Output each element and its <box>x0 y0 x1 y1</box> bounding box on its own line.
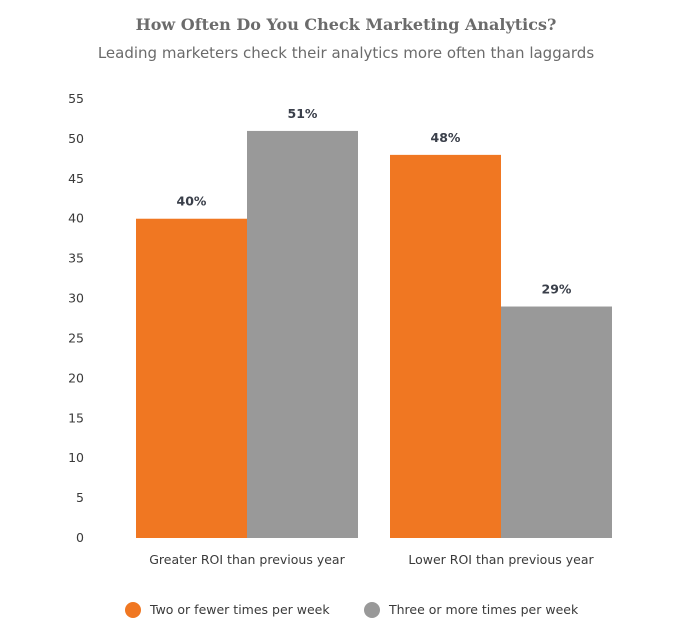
legend-swatch <box>364 602 380 618</box>
data-labels-group: 40% 51% 48% 29% <box>177 106 572 297</box>
y-axis: 0 5 10 15 20 25 30 35 40 45 50 55 <box>68 91 84 545</box>
y-tick-label: 5 <box>76 490 84 505</box>
legend-swatch <box>125 602 141 618</box>
data-label: 40% <box>177 194 207 209</box>
y-tick-label: 45 <box>68 171 84 186</box>
data-label: 48% <box>431 130 461 145</box>
chart-subtitle: Leading marketers check their analytics … <box>98 44 595 62</box>
y-tick-label: 15 <box>68 410 84 425</box>
x-axis: Greater ROI than previous year Lower ROI … <box>149 552 594 567</box>
x-category-label: Lower ROI than previous year <box>408 552 594 567</box>
bar <box>136 218 247 538</box>
data-label: 29% <box>542 282 572 297</box>
y-tick-label: 30 <box>68 291 84 306</box>
y-tick-label: 0 <box>76 530 84 545</box>
legend: Two or fewer times per week Three or more… <box>125 602 579 618</box>
y-tick-label: 20 <box>68 370 84 385</box>
bar <box>501 306 612 538</box>
y-tick-label: 25 <box>68 330 84 345</box>
y-tick-label: 40 <box>68 211 84 226</box>
legend-label: Two or fewer times per week <box>149 602 330 617</box>
bar <box>390 154 501 538</box>
y-tick-label: 35 <box>68 251 84 266</box>
data-label: 51% <box>288 106 318 121</box>
legend-label: Three or more times per week <box>388 602 579 617</box>
y-tick-label: 55 <box>68 91 84 106</box>
y-tick-label: 50 <box>68 131 84 146</box>
y-tick-label: 10 <box>68 450 84 465</box>
x-category-label: Greater ROI than previous year <box>149 552 345 567</box>
bar <box>247 130 358 538</box>
bars-group <box>136 130 612 538</box>
chart-title: How Often Do You Check Marketing Analyti… <box>136 15 557 34</box>
